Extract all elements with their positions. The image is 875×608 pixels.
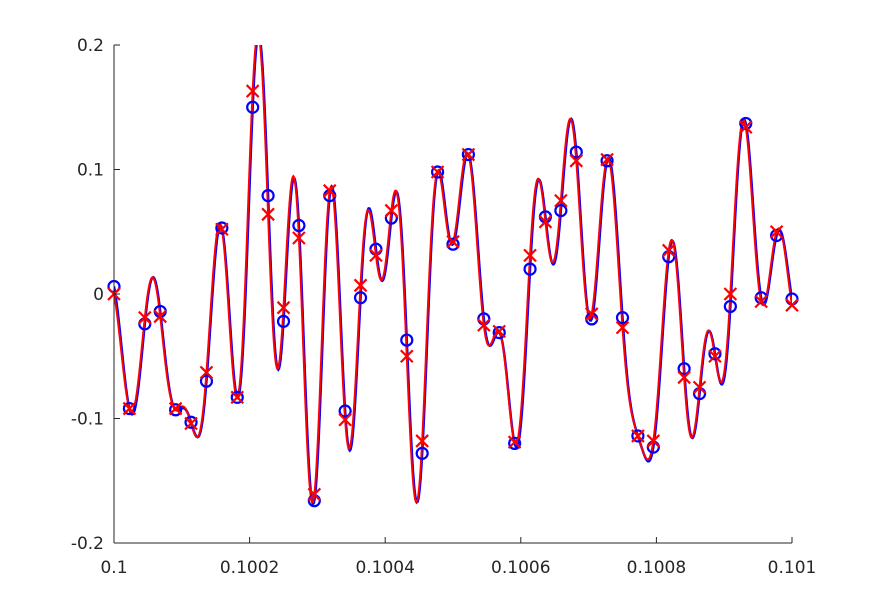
cross-marker [245, 84, 260, 98]
cross-marker [138, 310, 152, 325]
cross-marker [153, 309, 168, 324]
circle-marker [230, 390, 244, 404]
circle-marker [184, 415, 198, 429]
cross-marker [430, 165, 445, 179]
x-tick-label: 0.1002 [220, 558, 279, 578]
cross-marker [230, 390, 245, 405]
cross-marker [661, 243, 676, 258]
y-tick-label: -0.2 [71, 534, 104, 554]
cross-marker [261, 207, 275, 222]
cross-marker [276, 300, 291, 315]
cross-marker [322, 183, 337, 198]
circle-marker [384, 211, 398, 225]
circle-marker [769, 228, 784, 243]
cross-marker [523, 248, 537, 263]
cross-marker [353, 278, 368, 293]
cross-marker [785, 298, 799, 312]
cross-marker [415, 434, 429, 448]
cross-marker [538, 215, 553, 229]
cross-marker [584, 307, 599, 321]
cross-marker [677, 370, 691, 385]
x-tick-label: 0.1008 [627, 558, 686, 578]
cross-marker [554, 193, 568, 208]
circle-marker [415, 446, 429, 460]
circle-marker [677, 362, 691, 376]
cross-marker [646, 434, 661, 448]
cross-marker [184, 416, 198, 431]
cross-marker [723, 287, 738, 301]
circle-marker [353, 291, 368, 305]
circle-marker [276, 314, 291, 328]
circle-marker [631, 429, 645, 443]
circle-marker [338, 404, 352, 418]
circle-marker [492, 325, 506, 340]
circle-marker [400, 333, 414, 347]
cross-marker [708, 349, 722, 364]
circle-marker [169, 403, 183, 417]
cross-marker [600, 152, 614, 167]
circle-marker [292, 218, 306, 233]
circle-marker [739, 116, 753, 131]
cross-marker [307, 487, 322, 502]
circle-marker [261, 189, 275, 203]
circle-marker [199, 374, 214, 388]
cross-marker [384, 203, 399, 218]
cross-marker [369, 248, 383, 263]
circle-marker [122, 401, 137, 416]
circle-marker [754, 291, 768, 305]
circle-marker [430, 165, 445, 179]
cross-marker [507, 435, 522, 449]
cross-marker [692, 380, 707, 395]
y-tick-label: 0.2 [77, 36, 104, 56]
x-tick-label: 0.101 [768, 558, 817, 578]
x-tick-label: 0.1 [100, 558, 127, 578]
circle-marker [446, 237, 460, 251]
y-tick-label: 0 [93, 285, 104, 305]
circle-marker [508, 436, 522, 450]
circle-marker [600, 154, 614, 168]
cross-marker [168, 401, 183, 416]
circle-marker [461, 147, 476, 162]
cross-marker [399, 349, 414, 364]
cross-marker [292, 231, 306, 245]
cross-marker [738, 120, 753, 134]
cross-marker [615, 320, 630, 335]
circle-marker [554, 203, 568, 218]
y-tick-label: -0.1 [71, 410, 104, 430]
cross-marker [492, 324, 507, 339]
x-tick-label: 0.1004 [355, 558, 414, 578]
y-tick-label: 0.1 [77, 161, 104, 181]
circle-marker [569, 145, 583, 159]
circle-marker [523, 262, 537, 276]
cross-marker [199, 365, 214, 380]
cross-marker [631, 429, 645, 443]
cross-marker [215, 222, 229, 237]
cross-marker [461, 147, 476, 162]
x-tick-label: 0.1006 [491, 558, 550, 578]
samples-b-curve [114, 45, 792, 504]
circle-marker [215, 221, 229, 235]
circle-marker [615, 311, 630, 325]
cross-marker [338, 412, 352, 427]
circle-marker [723, 299, 737, 314]
cross-marker [569, 154, 584, 168]
cross-marker [446, 234, 460, 249]
cross-marker [477, 318, 491, 332]
circle-marker [708, 347, 722, 361]
cross-marker [122, 401, 137, 416]
cross-marker [754, 294, 768, 309]
circle-marker [246, 100, 260, 114]
cross-marker [769, 224, 784, 239]
